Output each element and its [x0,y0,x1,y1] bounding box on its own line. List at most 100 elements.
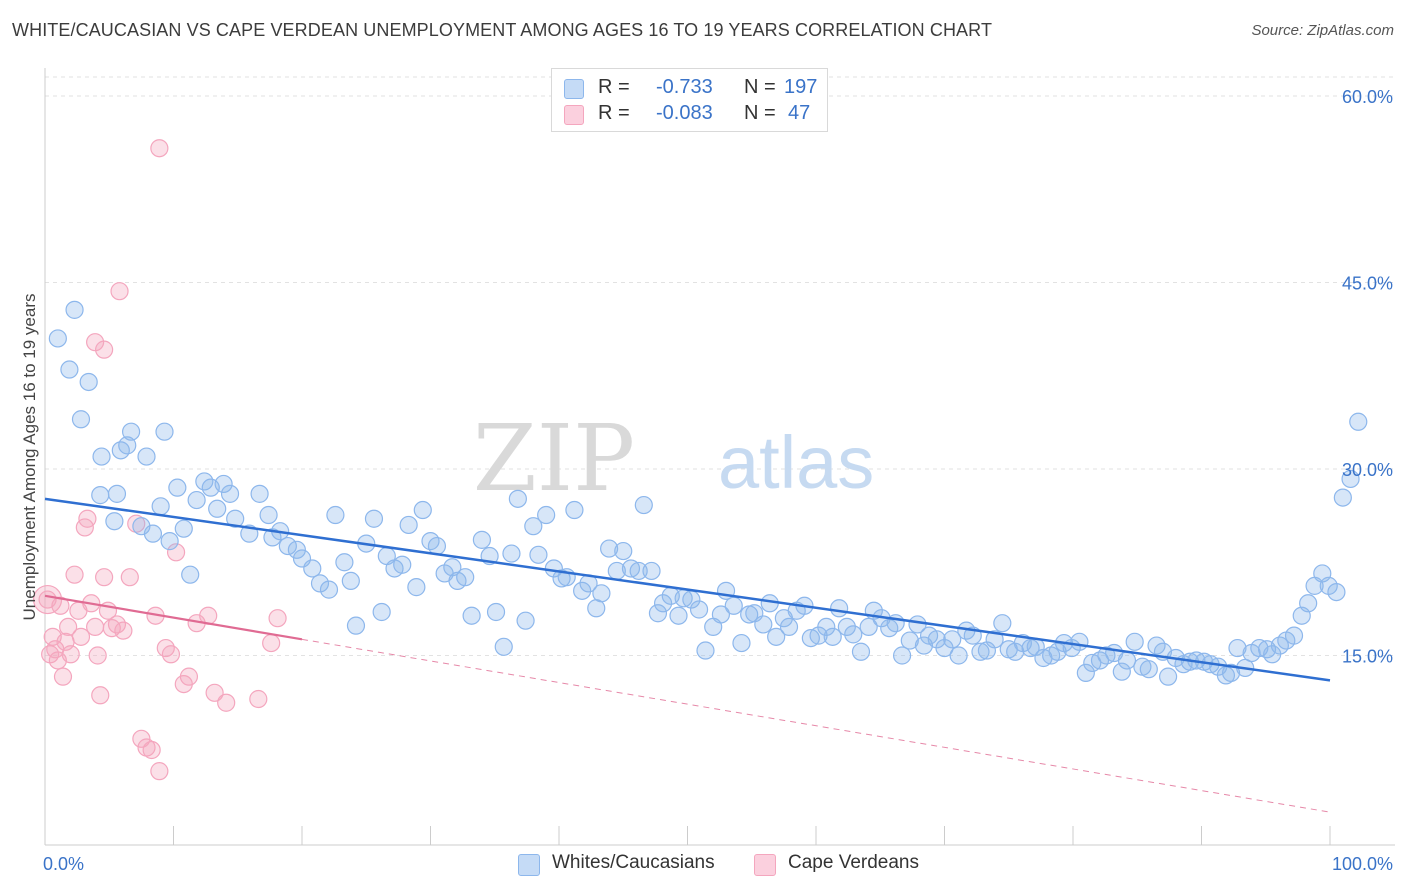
y-tick-label: 30.0% [1342,460,1393,480]
x-tick-label-min: 0.0% [43,854,84,874]
white-caucasian-point [486,602,506,622]
white-caucasian-point [696,641,715,660]
cape-verdean-point [95,340,114,359]
white-caucasian-point [303,559,322,578]
white-caucasian-point [91,486,110,505]
white-caucasian-point [837,617,856,637]
cape-verdean-point [262,633,281,653]
cape-verdean-point [59,617,78,637]
white-caucasian-point [220,484,240,503]
white-caucasian-point [319,580,339,599]
white-caucasian-point [851,642,871,661]
white-caucasian-point [565,500,584,520]
white-caucasian-point [859,617,878,637]
white-caucasian-point [310,574,330,593]
white-caucasian-point [48,329,67,348]
white-caucasian-point [642,561,661,581]
white-caucasian-point [1117,651,1137,670]
white-caucasian-point [653,594,673,613]
white-caucasian-point [107,484,127,503]
white-caucasian-trend-line [44,497,1331,682]
white-caucasian-point [1070,632,1089,651]
white-caucasian-point [1125,632,1144,651]
white-caucasian-point [168,478,187,497]
white-caucasian-point [187,490,206,510]
white-caucasian-point [79,372,98,392]
cape-verdean-point [150,139,169,158]
cape-verdean-point [114,621,133,640]
cape-verdean-point [132,729,151,748]
chart-title: WHITE/CAUCASIAN VS CAPE VERDEAN UNEMPLOY… [12,20,993,40]
white-caucasian-point [634,495,653,515]
white-caucasian-point [287,540,306,559]
white-caucasian-point [971,642,990,661]
watermark-atlas: atlas [718,421,874,504]
bottom-legend-swatch-blue [518,854,540,876]
cape-verdean-point [120,568,139,587]
white-caucasian-point [326,505,345,525]
cape-verdean-point [110,282,129,301]
cape-verdean-point [78,509,97,528]
white-caucasian-point [399,515,418,535]
white-caucasian-point [754,615,773,634]
white-caucasian-point [508,489,527,508]
x-tick-label-max: 100.0% [1332,854,1393,874]
white-caucasian-point [341,571,360,591]
bottom-legend-swatch-pink [754,854,776,876]
white-caucasian-point [985,630,1004,649]
cape-verdean-point [205,683,224,702]
cape-verdean-point [268,609,287,628]
y-tick-label: 15.0% [1342,647,1393,667]
white-caucasian-point [724,596,743,615]
cape-verdean-points [32,139,287,781]
axes [44,68,1395,846]
white-caucasian-point [529,545,548,564]
white-caucasian-point [629,561,648,581]
white-caucasian-point [830,599,849,618]
white-caucasian-point [372,602,391,622]
legend-n-value: 197 [784,76,818,98]
white-caucasian-point [900,631,919,650]
y-tick-label: 45.0% [1342,274,1393,294]
legend-r-value: -0.083 [656,102,713,124]
white-caucasian-point [592,584,611,603]
bottom-legend-label: Whites/Caucasians [552,852,715,873]
white-caucasian-point [767,627,786,646]
cape-verdean-trend-line [44,594,303,641]
cape-verdean-point [61,645,80,664]
white-caucasian-point [105,512,124,531]
white-caucasian-point [118,436,137,455]
white-caucasian-point [1076,663,1095,683]
white-caucasian-point [71,410,91,429]
y-axis-label: Unemployment Among Ages 16 to 19 years [20,293,39,621]
white-caucasian-point [1112,662,1131,681]
watermark-zip: ZIP [473,405,635,512]
white-caucasian-point [151,497,170,516]
white-caucasian-point [393,555,412,574]
white-caucasian-point [573,581,592,600]
legend-r-label: R = [598,102,630,124]
cape-verdean-point [95,568,114,587]
white-caucasian-point [1341,469,1360,489]
white-caucasian-point [155,422,174,441]
white-caucasian-point [494,637,513,656]
cape-verdean-point [71,627,91,646]
source-label: Source: ZipAtlas.com [1251,22,1394,39]
legend-r-label: R = [598,76,630,98]
white-caucasian-point [472,530,491,549]
legend-n-label: N = [744,102,776,124]
cape-verdean-point [142,740,161,760]
white-caucasian-point [892,646,912,665]
white-caucasian-point [462,606,481,625]
legend-swatch-pink [564,105,584,125]
cape-verdean-point [86,617,105,637]
white-caucasian-point [502,544,521,563]
white-caucasian-point [174,519,193,538]
white-caucasian-points [48,300,1368,686]
white-caucasian-point [1221,663,1241,683]
watermark: ZIP atlas [473,405,874,512]
cape-verdean-point [179,667,199,686]
stats-legend: R = -0.733 N = 197 R = -0.083 N = 47 [551,68,828,132]
cape-verdean-point [150,762,169,781]
